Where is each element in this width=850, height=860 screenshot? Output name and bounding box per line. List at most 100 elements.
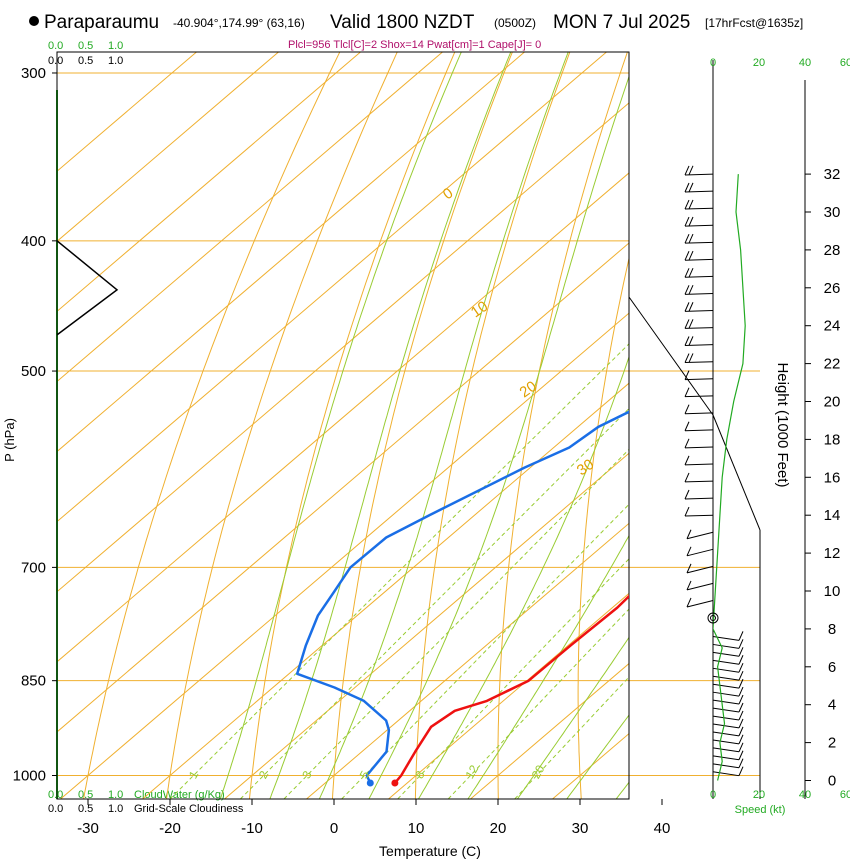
- moist-adiabat-line: [269, 52, 512, 799]
- dry-adiabat-label: 20: [517, 378, 540, 401]
- wind-barb-flag: [684, 233, 690, 244]
- moist-adiabat-line: [516, 636, 629, 799]
- station-marker-icon: [29, 16, 39, 26]
- moist-adiabat-line: [417, 355, 629, 799]
- forecast-date: MON 7 Jul 2025: [553, 12, 690, 33]
- wind-barb-flag: [738, 631, 744, 641]
- pressure-tick-label: 850: [21, 673, 46, 690]
- wind-barb-flag: [738, 663, 744, 673]
- mixing-ratio-label: 8: [412, 768, 428, 781]
- wind-barb-flag: [688, 353, 694, 363]
- wind-barb-flag: [684, 268, 690, 278]
- cloudiness-top-tick-2: 1.0: [108, 55, 123, 67]
- isotherm-line: [57, 242, 629, 733]
- wind-barb-flag: [684, 251, 690, 261]
- wind-barb-staff: [712, 707, 740, 713]
- surface-temperature-marker: [391, 779, 399, 787]
- temperature-tick-label: -20: [159, 820, 181, 837]
- wind-barb-flag: [688, 165, 694, 176]
- mixing-ratio-label: 12: [462, 762, 481, 781]
- utc-time: (0500Z): [494, 16, 536, 30]
- wind-barb-staff: [712, 699, 740, 705]
- dry-adiabat-line: [248, 52, 456, 799]
- moist-adiabat-line: [615, 781, 629, 799]
- wind-barb-flag: [684, 319, 690, 329]
- mixing-ratio-label: 3: [299, 768, 315, 781]
- wind-barb-flag: [738, 718, 744, 729]
- wind-barb-staff: [684, 497, 714, 500]
- wind-barb-flag: [686, 597, 692, 608]
- isobars: [57, 72, 760, 776]
- calm-wind-inner-icon: [710, 615, 716, 621]
- moist-adiabat-line: [368, 75, 629, 799]
- mixing-ratio-line: [283, 448, 629, 799]
- dry-adiabat-line: [414, 52, 571, 799]
- wind-barb-flag: [738, 694, 744, 705]
- isotherm-line: [57, 102, 629, 593]
- wind-barb-staff: [712, 763, 740, 769]
- height-tick-label: 4: [828, 697, 836, 714]
- wind-barb-flag: [684, 216, 690, 227]
- height-tick-label: 14: [824, 507, 841, 524]
- wind-speed-profile-line: [713, 174, 746, 781]
- height-tick-label: 16: [824, 469, 841, 486]
- moist-adiabats: [219, 52, 629, 799]
- station-name: Paraparaumu: [44, 12, 159, 33]
- mixing-ratio-label: 20: [529, 762, 548, 781]
- pressure-tick-label: 1000: [13, 768, 46, 785]
- wind-barb-flag: [738, 726, 744, 737]
- wind-barb-staff: [684, 463, 714, 466]
- pressure-tick-label: 700: [21, 559, 46, 576]
- dry-adiabat-line: [497, 52, 628, 799]
- wind-barb-staff: [684, 514, 714, 517]
- wind-barb-staff: [712, 651, 740, 657]
- wind-barb-staff: [684, 395, 714, 398]
- cloudwater-top-tick-1: 0.5: [78, 40, 93, 52]
- isotherm-line: [57, 172, 629, 663]
- isotherm-line: [224, 452, 629, 799]
- wind-barbs: [684, 165, 744, 777]
- wind-barb-flag: [738, 758, 744, 768]
- wind-barb-flag: [688, 199, 694, 210]
- wind-barb-flag: [738, 678, 744, 689]
- wind-barb-flag: [684, 506, 690, 517]
- wind-barb-staff: [686, 582, 714, 591]
- cloudiness-top-tick-0: 0.0: [48, 55, 63, 67]
- moist-adiabat-line: [566, 714, 629, 799]
- mixing-ratio-line: [447, 608, 629, 799]
- calm-wind-outer-icon: [707, 612, 719, 624]
- wind-barb-flag: [684, 370, 690, 380]
- wind-barb-staff: [712, 715, 740, 721]
- isotherm-line: [57, 52, 607, 523]
- cloudiness-bottom-tick-0: 0.0: [48, 803, 63, 815]
- wind-barb-staff: [684, 480, 714, 483]
- wind-barb-flag: [738, 686, 744, 697]
- height-tick-label: 22: [824, 356, 841, 373]
- wind-barb-flag: [684, 182, 690, 193]
- plot-frame: [56, 51, 630, 800]
- dry-adiabat-line: [656, 0, 777, 804]
- sounding-indices: Plcl=956 Tlcl[C]=2 Shox=14 Pwat[cm]=1 Ca…: [288, 39, 541, 51]
- dry-adiabat-line: [166, 52, 398, 799]
- height-tick-label: 26: [824, 280, 841, 297]
- temperature-tick-label: 30: [572, 820, 589, 837]
- cloudiness-profile-line: [56, 240, 119, 336]
- wind-barb-staff: [684, 190, 714, 193]
- height-tick-label: 8: [828, 621, 836, 638]
- wind-barb-staff: [684, 446, 714, 449]
- wind-barb-staff: [684, 378, 714, 381]
- dry-adiabat-line: [331, 52, 513, 799]
- wind-barb-staff: [686, 548, 714, 557]
- mixing-ratio-line: [514, 676, 629, 799]
- mixing-ratio-label: 2: [256, 768, 272, 781]
- wind-barb-flag: [688, 182, 694, 193]
- wind-barb-flag: [738, 750, 744, 760]
- wind-barb-flag: [688, 319, 694, 329]
- temperature-tick-label: -10: [241, 820, 263, 837]
- cloudiness-bottom-tick-2: 1.0: [108, 803, 123, 815]
- pressure-axis-label: P (hPa): [2, 418, 17, 462]
- speed-top-tick-40: 40: [799, 57, 811, 69]
